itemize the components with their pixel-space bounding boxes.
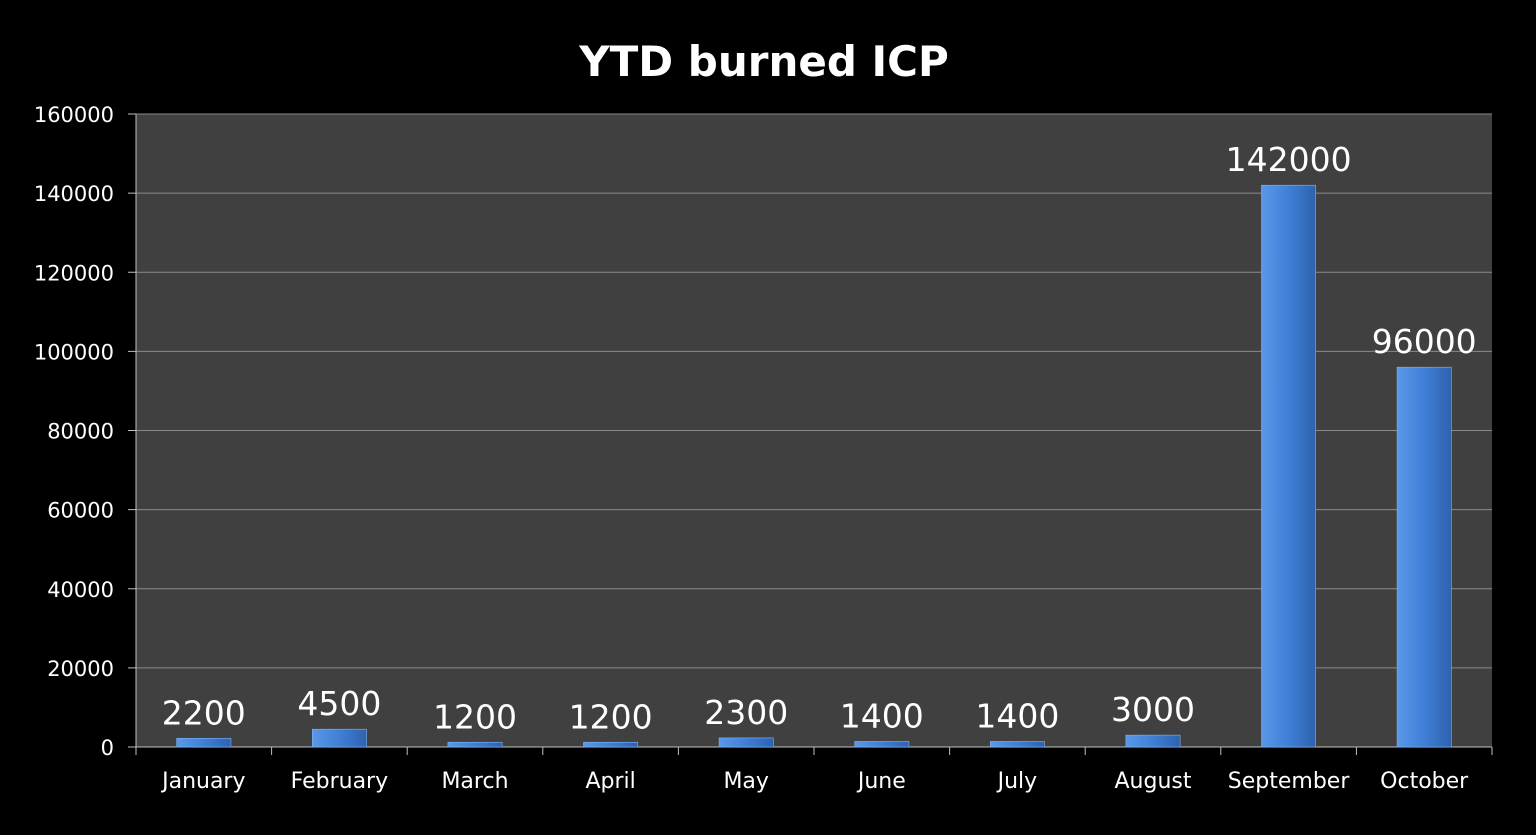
x-tick-label-april: April — [585, 769, 635, 794]
bar-august — [1125, 734, 1181, 748]
data-label-september: 142000 — [1226, 140, 1352, 179]
x-tick-label-february: February — [291, 769, 389, 794]
data-labels: 2200 4500 1200 1200 2300 1400 1400 3000 142000 96… — [162, 140, 1477, 736]
data-label-april: 1200 — [569, 697, 653, 736]
data-label-february: 4500 — [297, 684, 381, 723]
data-label-june: 1400 — [840, 696, 924, 735]
x-tick-label-october: October — [1380, 769, 1469, 794]
bar-february — [311, 728, 367, 748]
x-tick-label-september: September — [1228, 769, 1351, 794]
y-tick-labels: 0 20000 40000 60000 80000 100000 120000 140000 1… — [34, 103, 114, 760]
bar-march — [447, 741, 503, 748]
bars — [176, 184, 1452, 748]
data-label-july: 1400 — [975, 696, 1059, 735]
data-label-august: 3000 — [1111, 690, 1195, 729]
y-tick-label: 80000 — [47, 420, 114, 444]
x-tick-label-june: June — [856, 769, 906, 794]
y-tick-label: 140000 — [34, 182, 114, 206]
chart-title: YTD burned ICP — [578, 37, 949, 86]
y-tick-label: 100000 — [34, 340, 114, 364]
bar-january — [176, 737, 232, 748]
bar-may — [718, 737, 774, 748]
bar-july — [989, 741, 1045, 748]
bar-april — [583, 741, 639, 748]
data-label-january: 2200 — [162, 693, 246, 732]
x-tick-label-july: July — [996, 769, 1038, 794]
data-label-may: 2300 — [704, 693, 788, 732]
x-tick-label-january: January — [160, 769, 245, 794]
bar-june — [854, 741, 910, 748]
y-tick-label: 160000 — [34, 103, 114, 127]
bar-september — [1261, 184, 1317, 748]
x-tick-label-may: May — [723, 769, 768, 794]
data-label-october: 96000 — [1372, 322, 1477, 361]
data-label-march: 1200 — [433, 697, 517, 736]
bar-october — [1396, 366, 1452, 748]
y-tick-label: 20000 — [47, 657, 114, 681]
y-tick-label: 0 — [101, 736, 114, 760]
x-tick-labels: January February March April May June July Augu… — [160, 769, 1469, 794]
y-tick-label: 120000 — [34, 261, 114, 285]
x-tick-label-august: August — [1115, 769, 1192, 794]
x-tick-label-march: March — [441, 769, 508, 794]
y-tick-label: 60000 — [47, 499, 114, 523]
y-tick-label: 40000 — [47, 578, 114, 602]
